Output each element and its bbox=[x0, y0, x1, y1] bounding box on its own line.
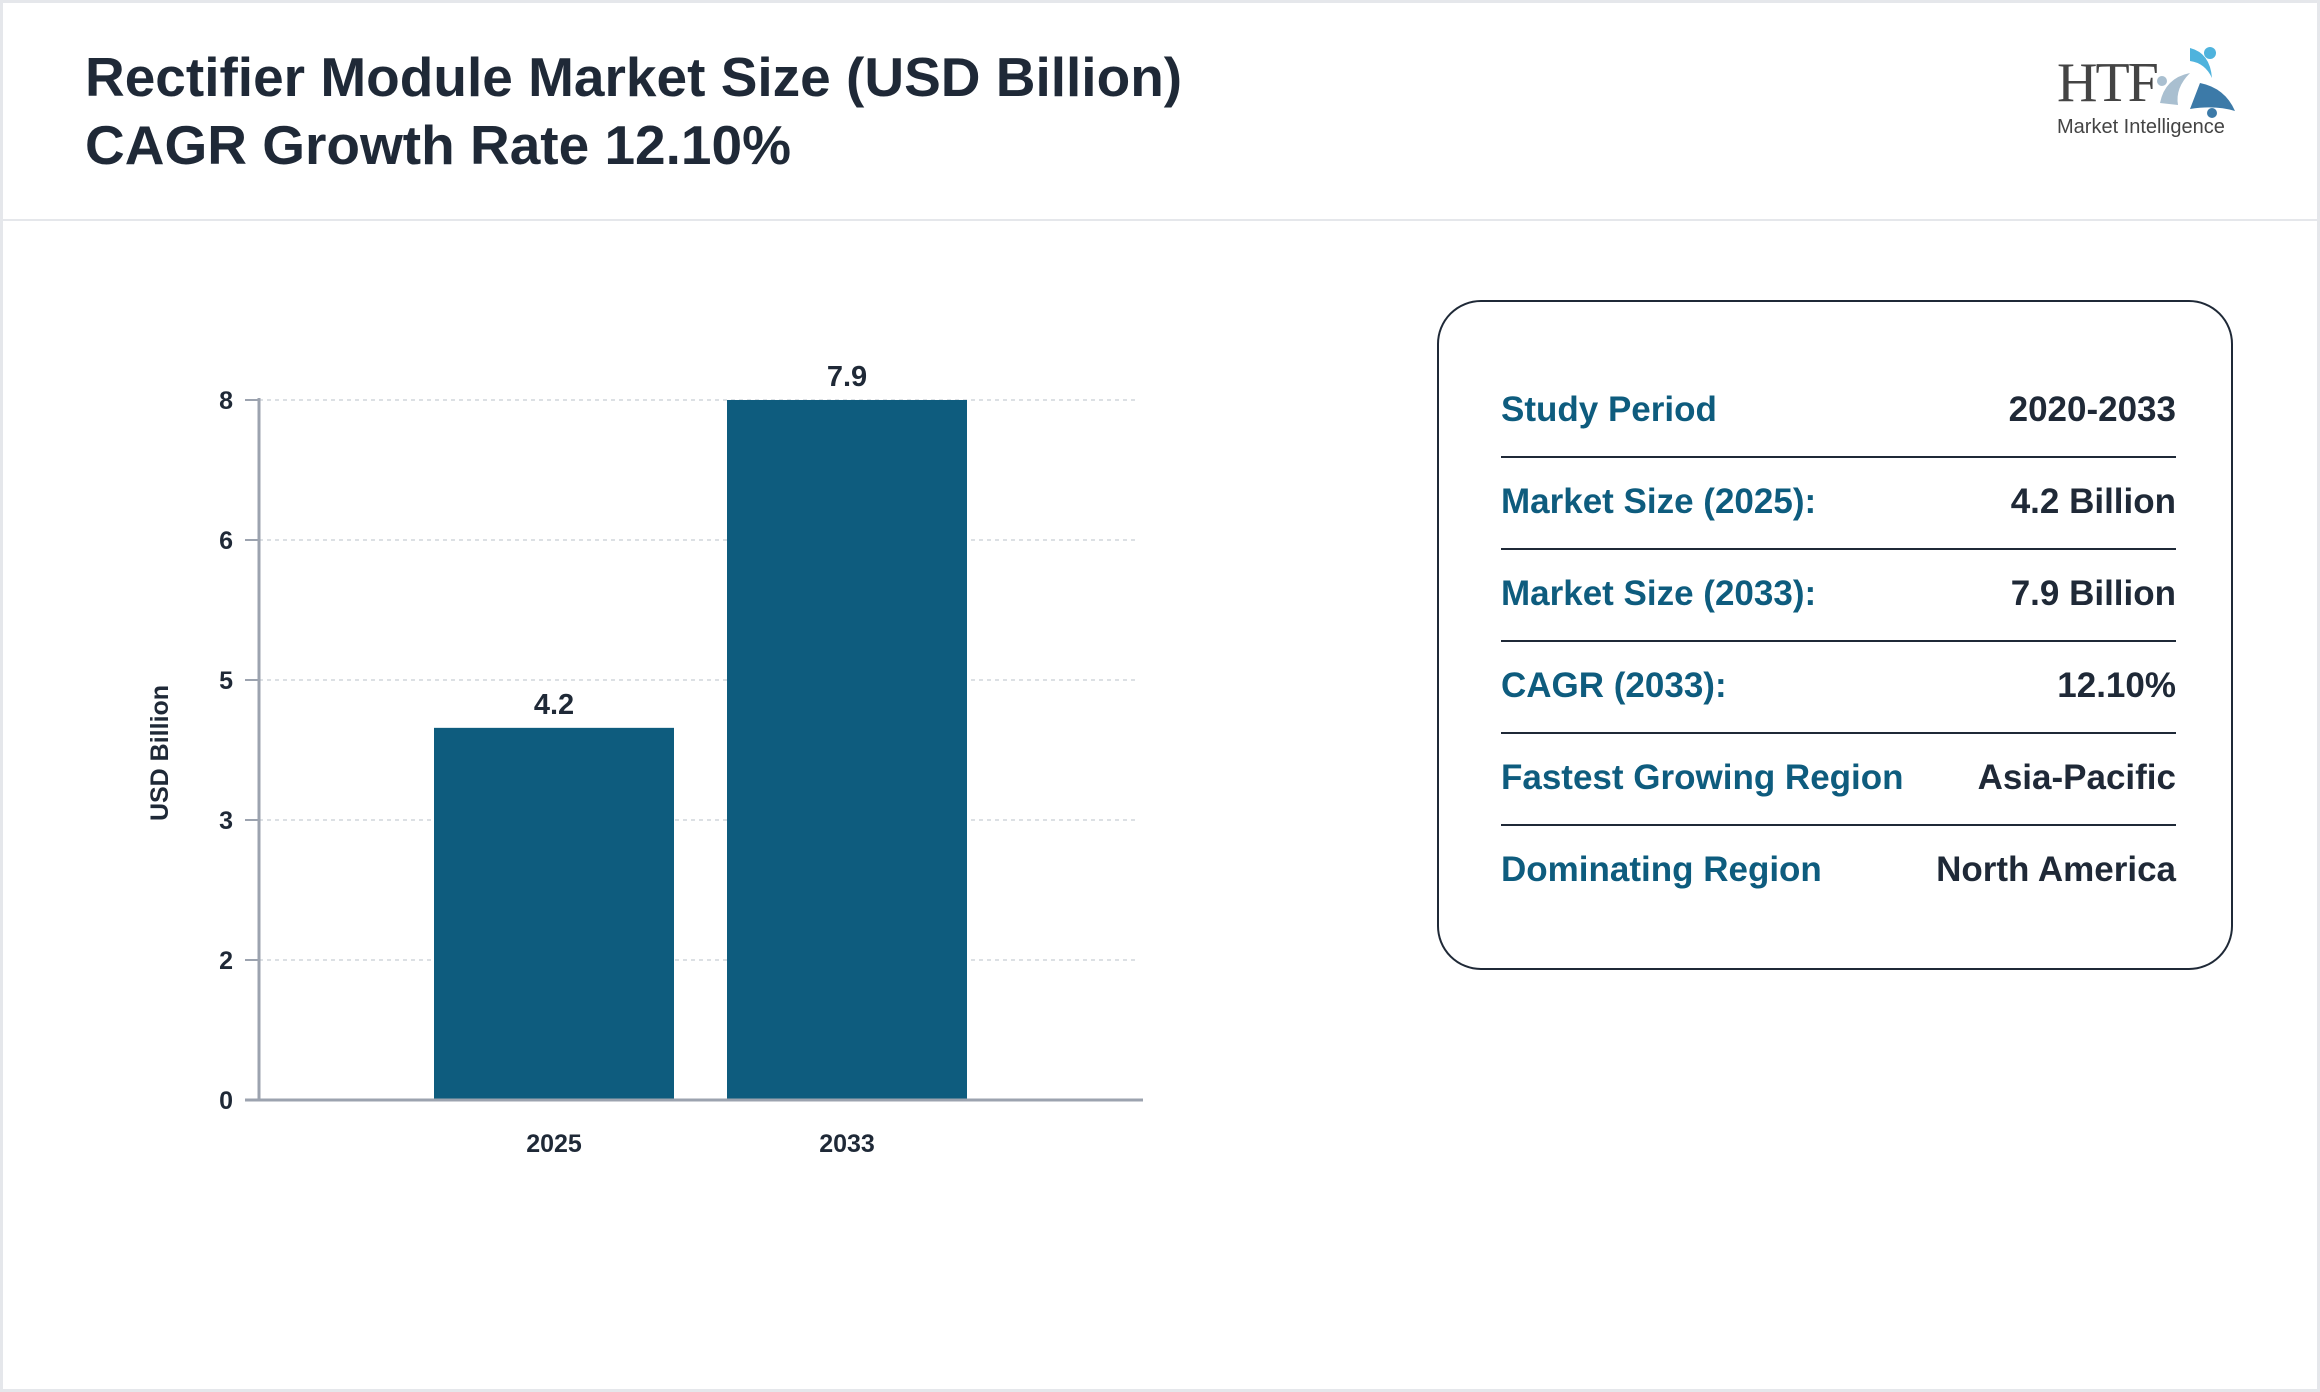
y-tick-label: 5 bbox=[219, 667, 233, 695]
summary-label: Market Size (2033): bbox=[1501, 574, 1817, 613]
summary-row: Study Period 2020-2033 bbox=[1501, 364, 2176, 458]
summary-value: North America bbox=[1936, 850, 2176, 889]
bar-2025 bbox=[434, 727, 674, 1100]
page-title: Rectifier Module Market Size (USD Billio… bbox=[85, 43, 1182, 179]
htf-logo: HTF Market Intelligence bbox=[2055, 43, 2240, 148]
summary-row: Fastest Growing Region Asia-Pacific bbox=[1501, 732, 2176, 826]
summary-row: Market Size (2033): 7.9 Billion bbox=[1501, 548, 2176, 642]
report-card: Rectifier Module Market Size (USD Billio… bbox=[3, 3, 2317, 1389]
summary-value: Asia-Pacific bbox=[1977, 758, 2176, 797]
summary-row: Dominating Region North America bbox=[1501, 824, 2176, 916]
bar-chart: USD Billion 0 2 3 5 6 8 4.2 2025 7.9 2033 bbox=[146, 361, 1143, 1158]
summary-row: Market Size (2025): 4.2 Billion bbox=[1501, 456, 2176, 550]
x-tick-label: 2025 bbox=[526, 1130, 582, 1158]
y-tick-label: 8 bbox=[219, 387, 233, 415]
summary-label: Fastest Growing Region bbox=[1501, 758, 1904, 797]
title-line-2: CAGR Growth Rate 12.10% bbox=[85, 114, 792, 176]
summary-label: Study Period bbox=[1501, 390, 1717, 429]
summary-row: CAGR (2033): 12.10% bbox=[1501, 640, 2176, 734]
y-tick-label: 0 bbox=[219, 1087, 233, 1115]
summary-label: Dominating Region bbox=[1501, 850, 1822, 889]
data-label: 7.9 bbox=[827, 361, 867, 393]
y-tick-label: 2 bbox=[219, 947, 233, 975]
header: Rectifier Module Market Size (USD Billio… bbox=[3, 3, 2317, 221]
summary-value: 2020-2033 bbox=[2008, 390, 2176, 429]
y-axis-title: USD Billion bbox=[146, 685, 174, 821]
summary-value: 12.10% bbox=[2057, 666, 2176, 705]
y-tick-label: 3 bbox=[219, 807, 233, 835]
summary-value: 4.2 Billion bbox=[2010, 482, 2176, 521]
bar-2033 bbox=[727, 400, 967, 1100]
summary-label: Market Size (2025): bbox=[1501, 482, 1817, 521]
data-label: 4.2 bbox=[534, 689, 574, 721]
logo-figures-icon bbox=[2157, 47, 2235, 118]
logo-subtext: Market Intelligence bbox=[2057, 116, 2225, 138]
title-line-1: Rectifier Module Market Size (USD Billio… bbox=[85, 46, 1183, 108]
logo-text: HTF bbox=[2057, 52, 2159, 114]
summary-value: 7.9 Billion bbox=[2010, 574, 2176, 613]
x-tick-label: 2033 bbox=[819, 1130, 875, 1158]
y-tick-label: 6 bbox=[219, 527, 233, 555]
summary-label: CAGR (2033): bbox=[1501, 666, 1727, 705]
summary-card: Study Period 2020-2033 Market Size (2025):… bbox=[1437, 300, 2233, 970]
